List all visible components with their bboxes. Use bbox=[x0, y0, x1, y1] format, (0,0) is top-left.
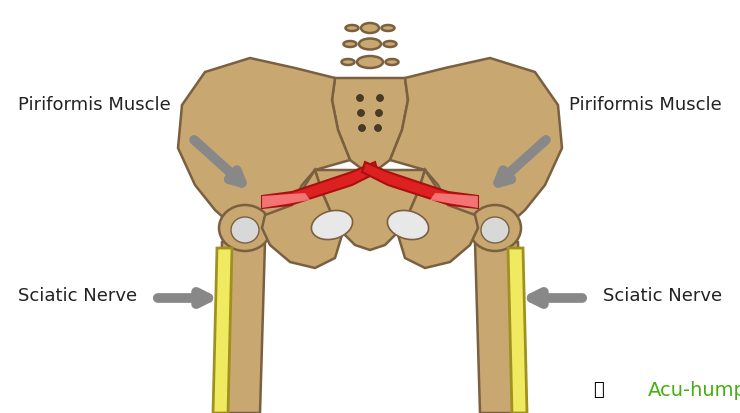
Text: 🎮: 🎮 bbox=[593, 381, 603, 399]
Ellipse shape bbox=[359, 38, 381, 50]
Text: Piriformis Muscle: Piriformis Muscle bbox=[569, 96, 722, 114]
Polygon shape bbox=[332, 78, 408, 175]
Ellipse shape bbox=[312, 211, 352, 240]
Ellipse shape bbox=[481, 217, 509, 243]
Circle shape bbox=[375, 109, 383, 116]
Ellipse shape bbox=[231, 217, 259, 243]
Polygon shape bbox=[178, 58, 350, 238]
Text: Acu-hump: Acu-hump bbox=[648, 380, 740, 399]
Ellipse shape bbox=[386, 59, 399, 65]
Polygon shape bbox=[218, 242, 265, 413]
Circle shape bbox=[357, 95, 363, 102]
Polygon shape bbox=[262, 162, 378, 208]
Ellipse shape bbox=[382, 25, 394, 31]
Polygon shape bbox=[262, 170, 342, 268]
Text: Sciatic Nerve: Sciatic Nerve bbox=[603, 287, 722, 305]
Ellipse shape bbox=[388, 211, 428, 240]
Ellipse shape bbox=[469, 205, 521, 251]
Polygon shape bbox=[475, 242, 522, 413]
Ellipse shape bbox=[383, 41, 397, 47]
Ellipse shape bbox=[357, 56, 383, 68]
Circle shape bbox=[377, 95, 383, 102]
Ellipse shape bbox=[341, 59, 354, 65]
Circle shape bbox=[374, 124, 382, 131]
Ellipse shape bbox=[346, 25, 358, 31]
Polygon shape bbox=[315, 170, 425, 250]
Circle shape bbox=[357, 109, 365, 116]
Text: Sciatic Nerve: Sciatic Nerve bbox=[18, 287, 137, 305]
Polygon shape bbox=[362, 162, 478, 208]
Ellipse shape bbox=[343, 41, 357, 47]
Circle shape bbox=[358, 124, 366, 131]
Polygon shape bbox=[398, 170, 478, 268]
Polygon shape bbox=[262, 193, 310, 208]
Ellipse shape bbox=[219, 205, 271, 251]
Ellipse shape bbox=[361, 23, 379, 33]
Text: Piriformis Muscle: Piriformis Muscle bbox=[18, 96, 171, 114]
Polygon shape bbox=[430, 193, 478, 208]
Polygon shape bbox=[390, 58, 562, 238]
Polygon shape bbox=[508, 248, 527, 413]
Polygon shape bbox=[213, 248, 232, 413]
